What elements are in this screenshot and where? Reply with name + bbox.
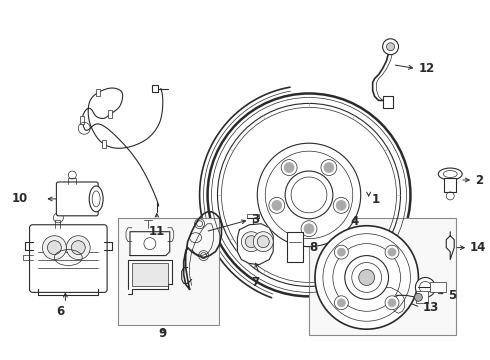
Circle shape bbox=[245, 236, 257, 248]
Circle shape bbox=[415, 293, 422, 301]
Circle shape bbox=[48, 241, 61, 255]
Circle shape bbox=[253, 232, 273, 252]
Text: 4: 4 bbox=[351, 215, 359, 228]
Circle shape bbox=[257, 143, 361, 247]
Circle shape bbox=[315, 226, 418, 329]
Circle shape bbox=[208, 94, 411, 296]
Circle shape bbox=[385, 296, 399, 310]
Circle shape bbox=[383, 39, 398, 55]
Polygon shape bbox=[128, 260, 172, 294]
Circle shape bbox=[257, 236, 269, 248]
Circle shape bbox=[285, 171, 333, 219]
Circle shape bbox=[301, 221, 317, 237]
Circle shape bbox=[43, 236, 66, 260]
Ellipse shape bbox=[438, 168, 462, 180]
Circle shape bbox=[388, 248, 396, 256]
Bar bbox=[80, 116, 84, 124]
Circle shape bbox=[336, 201, 346, 210]
Circle shape bbox=[281, 159, 297, 176]
Circle shape bbox=[324, 163, 334, 172]
Bar bbox=[96, 89, 100, 96]
Text: 5: 5 bbox=[448, 289, 457, 302]
Text: 12: 12 bbox=[418, 62, 435, 75]
Bar bbox=[287, 232, 303, 262]
Circle shape bbox=[345, 256, 389, 300]
Bar bbox=[383, 96, 392, 108]
Polygon shape bbox=[237, 224, 273, 265]
Bar bbox=[444, 178, 456, 192]
Bar bbox=[152, 85, 158, 93]
Circle shape bbox=[388, 299, 396, 307]
Circle shape bbox=[333, 197, 349, 213]
Circle shape bbox=[66, 236, 90, 260]
Bar bbox=[108, 111, 112, 118]
Text: 3: 3 bbox=[251, 213, 259, 226]
Circle shape bbox=[334, 296, 348, 310]
Text: 7: 7 bbox=[251, 276, 259, 289]
Circle shape bbox=[334, 245, 348, 259]
Circle shape bbox=[338, 299, 345, 307]
Circle shape bbox=[338, 248, 345, 256]
Circle shape bbox=[269, 197, 285, 213]
Circle shape bbox=[359, 270, 375, 285]
Polygon shape bbox=[130, 232, 170, 256]
FancyBboxPatch shape bbox=[56, 182, 98, 216]
Bar bbox=[416, 291, 428, 303]
Text: 10: 10 bbox=[12, 192, 28, 206]
Circle shape bbox=[284, 163, 294, 172]
Circle shape bbox=[321, 159, 337, 176]
Circle shape bbox=[304, 224, 314, 234]
Text: 14: 14 bbox=[470, 241, 487, 254]
Text: 11: 11 bbox=[148, 225, 165, 238]
Circle shape bbox=[72, 241, 85, 255]
Text: 9: 9 bbox=[159, 327, 167, 339]
Bar bbox=[430, 283, 446, 292]
Bar bbox=[309, 218, 456, 335]
Text: 8: 8 bbox=[309, 241, 317, 254]
Text: 13: 13 bbox=[422, 301, 439, 314]
Bar bbox=[118, 218, 220, 325]
FancyBboxPatch shape bbox=[29, 225, 107, 292]
Bar bbox=[102, 140, 106, 148]
Text: 1: 1 bbox=[371, 193, 380, 206]
Text: 6: 6 bbox=[56, 305, 65, 318]
Circle shape bbox=[385, 245, 399, 259]
Bar bbox=[132, 262, 168, 287]
Ellipse shape bbox=[416, 278, 435, 297]
Circle shape bbox=[242, 232, 261, 252]
Ellipse shape bbox=[89, 186, 103, 212]
Circle shape bbox=[387, 43, 394, 51]
Circle shape bbox=[272, 201, 282, 210]
Text: 2: 2 bbox=[475, 174, 483, 186]
